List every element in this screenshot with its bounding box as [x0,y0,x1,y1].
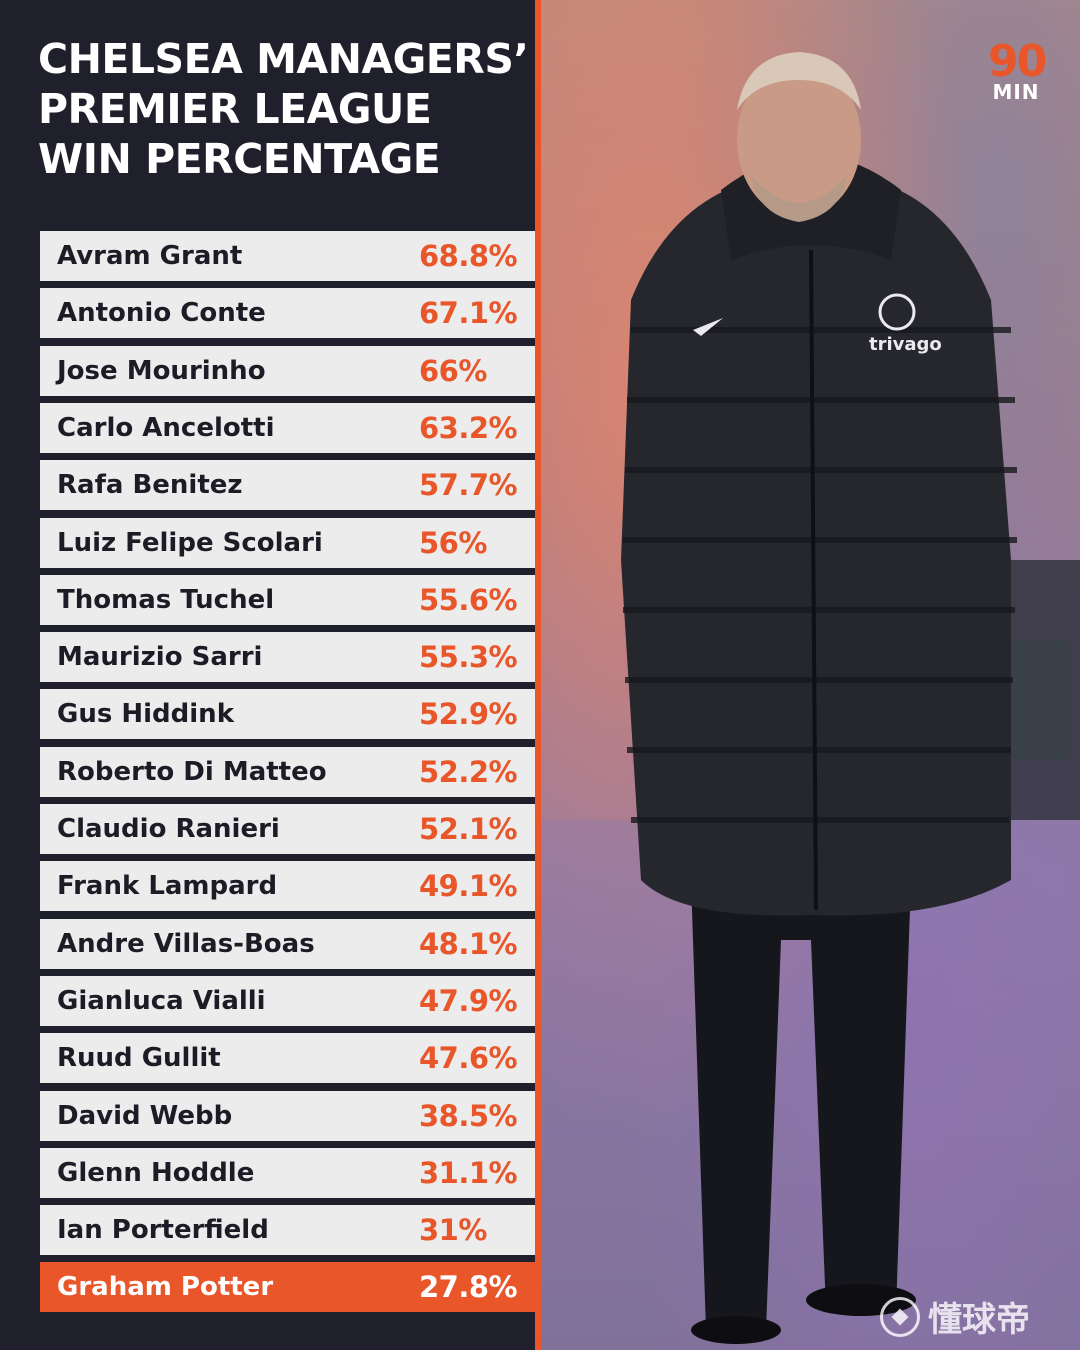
win-percentage: 47.9% [419,983,518,1018]
manager-photo: trivago [541,0,1080,1350]
table-row: Roberto Di Matteo 52.2% [40,746,536,797]
win-percentage: 38.5% [419,1098,518,1133]
manager-name: Andre Villas-Boas [57,928,315,959]
win-percentage: 57.7% [419,468,518,503]
manager-name: Luiz Felipe Scolari [57,527,323,558]
table-row: Claudio Ranieri 52.1% [40,804,536,854]
table-row: Thomas Tuchel 55.6% [40,574,536,625]
win-percentage: 68.8% [419,239,518,273]
win-percentage: 31% [419,1213,487,1248]
table-row: Antonio Conte 67.1% [40,288,536,339]
win-percentage: 56% [419,525,487,560]
logo-number: 90 [988,36,1047,87]
chart-title: CHELSEA MANAGERS’ PREMIER LEAGUE WIN PER… [38,34,538,184]
table-row: Maurizio Sarri 55.3% [40,632,536,683]
table-row: Luiz Felipe Scolari 56% [40,517,536,568]
manager-name: Maurizio Sarri [57,642,263,673]
win-percentage: 52.1% [419,812,518,846]
table-row: Carlo Ancelotti 63.2% [40,402,536,453]
manager-name: Ruud Gullit [57,1043,221,1074]
win-percentage: 49.1% [419,869,518,904]
manager-name: Thomas Tuchel [57,584,275,615]
coach-silhouette: trivago [541,52,1080,1350]
table-row: Graham Potter 27.8% [40,1262,536,1313]
manager-name: Gus Hiddink [57,699,234,730]
logo-text: MIN [992,80,1040,104]
accent-divider [535,0,541,1350]
table-row: Glenn Hoddle 31.1% [40,1147,536,1198]
table-row: Avram Grant 68.8% [40,231,536,281]
table-row: Gianluca Vialli 47.9% [40,975,536,1026]
title-line-2: PREMIER LEAGUE [38,85,432,133]
manager-name: Rafa Benitez [57,470,243,501]
title-line-3: WIN PERCENTAGE [38,135,441,183]
manager-name: Graham Potter [57,1272,274,1303]
manager-name: Jose Mourinho [57,355,266,386]
table-row: Ian Porterfield 31% [40,1205,536,1256]
win-percentage: 48.1% [419,926,518,961]
table-row: David Webb 38.5% [40,1090,536,1141]
manager-name: Carlo Ancelotti [57,412,275,443]
90min-logo: 90 MIN [988,36,1047,104]
left-panel: CHELSEA MANAGERS’ PREMIER LEAGUE WIN PER… [0,0,538,1350]
win-percentage: 55.6% [419,582,518,617]
manager-name: Antonio Conte [57,298,266,329]
win-percentage: 47.6% [419,1041,518,1076]
table-row: Frank Lampard 49.1% [40,861,536,912]
manager-name: Gianluca Vialli [57,985,266,1016]
win-percentage: 52.9% [419,697,518,732]
manager-name: Frank Lampard [57,871,278,902]
title-line-1: CHELSEA MANAGERS’ [38,35,529,83]
table-row: Jose Mourinho 66% [40,345,536,396]
win-percentage: 66% [419,353,487,388]
table-row: Rafa Benitez 57.7% [40,460,536,511]
manager-name: Glenn Hoddle [57,1157,255,1188]
manager-name: Avram Grant [57,241,243,271]
manager-name: Roberto Di Matteo [57,756,327,787]
manager-name: Claudio Ranieri [57,814,280,844]
win-percentage: 67.1% [419,296,518,331]
watermark-text: 懂球帝 [928,1300,1030,1340]
svg-text:trivago: trivago [869,334,942,355]
win-percentage: 27.8% [419,1270,518,1305]
table-row: Gus Hiddink 52.9% [40,689,536,740]
win-percentage: 55.3% [419,640,518,675]
football-icon [880,1296,920,1337]
table-row: Ruud Gullit 47.6% [40,1033,536,1084]
table-row: Andre Villas-Boas 48.1% [40,918,536,969]
watermark: 懂球帝 [880,1292,1030,1341]
manager-name: David Webb [57,1100,233,1131]
manager-name: Ian Porterfield [57,1215,269,1246]
win-percentage: 31.1% [419,1155,518,1190]
win-percentage: 63.2% [419,410,518,445]
win-percentage: 52.2% [419,754,518,789]
